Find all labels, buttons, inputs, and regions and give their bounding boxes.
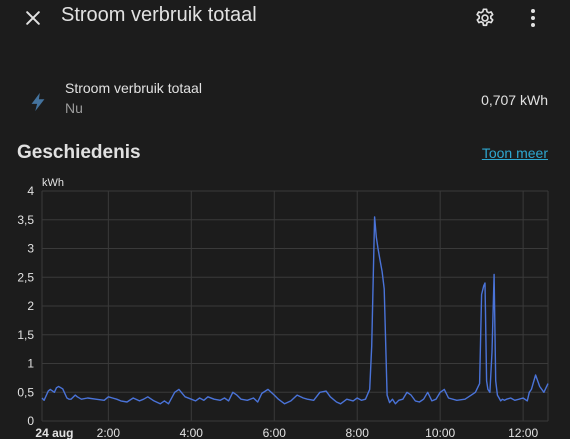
y-tick-label: 1,5 [17,328,34,342]
x-tick-label: 4:00 [180,426,204,439]
entity-state-row: Stroom verbruik totaal Nu 0,707 kWh [0,76,570,122]
history-chart: kWh 0 0,5 1 1,5 2 2,5 3 3,5 4 24 aug 2:00 4:00 6:00 8:… [17,177,549,439]
y-tick-label: 4 [27,184,34,198]
dialog-header: Stroom verbruik totaal [0,0,570,34]
dialog-title: Stroom verbruik totaal [61,4,257,26]
y-tick-label: 1 [27,357,34,371]
x-tick-label: 8:00 [346,426,370,439]
x-tick-label: 12:00 [508,426,538,439]
entity-state-label: Nu [65,100,83,116]
entity-value: 0,707 kWh [481,92,548,108]
flash-icon [31,92,45,112]
x-date-label: 24 aug [35,426,73,439]
entity-name: Stroom verbruik totaal [65,80,202,96]
gear-icon [476,8,494,27]
more-options-button[interactable] [519,3,547,33]
x-tick-label: 2:00 [97,426,121,439]
more-vertical-icon [531,9,535,27]
close-icon [26,11,40,25]
x-tick-label: 10:00 [425,426,455,439]
y-tick-label: 2,5 [17,270,34,284]
close-button[interactable] [18,4,48,32]
settings-button[interactable] [470,3,500,33]
y-tick-label: 0,5 [17,385,34,399]
history-title: Geschiedenis [17,142,141,163]
y-tick-label: 3,5 [17,213,34,227]
y-tick-label: 3 [27,242,34,256]
show-more-link[interactable]: Toon meer [481,145,548,161]
y-tick-label: 0 [27,414,34,428]
x-tick-label: 6:00 [263,426,287,439]
series-line [41,216,549,405]
y-tick-label: 2 [27,299,34,313]
y-axis-label: kWh [42,177,64,189]
